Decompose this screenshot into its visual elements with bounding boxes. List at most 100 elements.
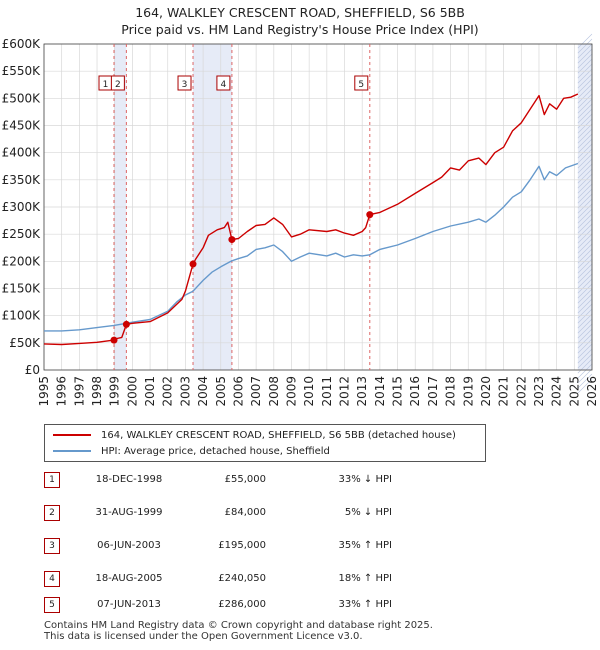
- sale-row: 3 06-JUN-2003 £195,000 35% ↑ HPI: [44, 538, 564, 556]
- plot-frame: [43, 43, 593, 371]
- property-price-line: [43, 93, 579, 346]
- future-hatch-line: [577, 223, 593, 239]
- future-hatch-line: [577, 78, 593, 94]
- x-tick-label: 1997: [72, 376, 86, 407]
- future-hatch-line: [577, 153, 593, 169]
- hpi-line: [44, 162, 579, 332]
- x-tick-label: 2009: [284, 376, 298, 407]
- x-tick-label: 2003: [178, 376, 192, 407]
- sale-price: £55,000: [224, 474, 266, 485]
- y-tick-label: £100K: [2, 309, 42, 323]
- future-hatch-line: [577, 198, 593, 214]
- future-hatch-line: [577, 353, 593, 369]
- sale-hpi-diff: 35% ↑ HPI: [338, 540, 392, 551]
- x-tick-label: 2026: [585, 376, 599, 407]
- future-hatch-line: [577, 313, 593, 329]
- x-tick-label: 2008: [267, 376, 281, 407]
- sale-number-box: [110, 75, 125, 91]
- future-hatch-line: [577, 103, 593, 119]
- sale-point: [122, 320, 130, 328]
- future-hatch-line: [577, 263, 593, 279]
- y-tick-label: £450K: [2, 119, 42, 133]
- sale-number-badge: 4: [44, 571, 60, 587]
- future-hatch-line: [577, 228, 593, 244]
- sale-price: £286,000: [218, 599, 266, 610]
- y-tick-label: £550K: [2, 64, 42, 78]
- sale-number-badge: 3: [44, 538, 60, 554]
- future-hatch-line: [577, 248, 593, 264]
- x-tick-label: 2022: [514, 376, 528, 407]
- future-hatch-line: [577, 348, 593, 364]
- future-hatch-line: [577, 363, 593, 379]
- sale-price: £195,000: [218, 540, 266, 551]
- x-tick-label: 2020: [479, 376, 493, 407]
- x-tick-label: 2021: [497, 376, 511, 407]
- sale-number-label: 3: [182, 80, 188, 90]
- future-hatch-line: [577, 158, 593, 174]
- x-tick-label: 2005: [214, 376, 228, 407]
- future-hatch-line: [577, 33, 593, 49]
- sale-number-label: 4: [221, 80, 227, 90]
- future-hatch-line: [577, 318, 593, 334]
- future-hatch-line: [577, 233, 593, 249]
- x-tick-label: 1996: [55, 376, 69, 407]
- future-hatch-line: [577, 128, 593, 144]
- future-hatch-line: [577, 183, 593, 199]
- sale-row: 5 07-JUN-2013 £286,000 33% ↑ HPI: [44, 597, 564, 615]
- x-tick-label: 1995: [37, 376, 51, 407]
- future-hatch-line: [577, 163, 593, 179]
- future-hatch-line: [577, 213, 593, 229]
- sale-number-box: [177, 75, 192, 91]
- future-hatch-line: [577, 53, 593, 69]
- sale-date: 31-AUG-1999: [95, 507, 163, 518]
- x-tick-label: 2004: [196, 376, 210, 407]
- price-chart: £0 £50K £100K £150K £200K £250K £300K £350K £400…: [2, 33, 599, 407]
- x-tick-label: 2024: [550, 376, 564, 407]
- legend-label-hpi: HPI: Average price, detached house, Shef…: [101, 445, 330, 457]
- x-tick-label: 1998: [90, 376, 104, 407]
- future-hatch-line: [577, 343, 593, 359]
- sale-number-badge: 1: [44, 472, 60, 488]
- attribution-line-2: This data is licensed under the Open Gov…: [44, 631, 363, 642]
- x-tick-label: 2013: [355, 376, 369, 407]
- sale-number-box: [354, 75, 369, 91]
- future-hatch-line: [577, 73, 593, 89]
- future-hatch-line: [577, 328, 593, 344]
- x-tick-label: 2019: [461, 376, 475, 407]
- chart-title: 164, WALKLEY CRESCENT ROAD, SHEFFIELD, S…: [135, 5, 465, 20]
- future-hatch-line: [577, 138, 593, 154]
- sale-row: 2 31-AUG-1999 £84,000 5% ↓ HPI: [44, 505, 564, 523]
- x-tick-label: 2011: [320, 376, 334, 407]
- future-hatch-line: [577, 178, 593, 194]
- future-hatch-line: [577, 108, 593, 124]
- future-hatch-line: [577, 373, 593, 389]
- future-hatch-line: [577, 378, 593, 394]
- future-hatch-line: [577, 293, 593, 309]
- x-tick-label: 2014: [373, 376, 387, 407]
- y-tick-label: £500K: [2, 91, 42, 105]
- y-tick-label: £400K: [2, 146, 42, 160]
- x-tick-label: 1999: [108, 376, 122, 407]
- future-hatch-line: [577, 123, 593, 139]
- legend-swatch-property: [53, 434, 91, 436]
- sale-row: 4 18-AUG-2005 £240,050 18% ↑ HPI: [44, 571, 564, 589]
- future-hatch-line: [577, 38, 593, 54]
- legend-item-property: 164, WALKLEY CRESCENT ROAD, SHEFFIELD, S…: [53, 427, 456, 443]
- x-tick-label: 2006: [231, 376, 245, 407]
- x-tick-label: 2015: [391, 376, 405, 407]
- future-hatch-line: [577, 173, 593, 189]
- y-tick-label: £200K: [2, 254, 42, 268]
- sale-price: £84,000: [224, 507, 266, 518]
- future-hatch-line: [577, 298, 593, 314]
- sale-number-label: 2: [115, 80, 121, 90]
- future-hatch-line: [577, 208, 593, 224]
- future-hatch-line: [577, 218, 593, 234]
- future-hatch-line: [577, 338, 593, 354]
- future-hatch-line: [577, 358, 593, 374]
- sale-point: [189, 260, 197, 268]
- legend-swatch-hpi: [53, 450, 91, 452]
- x-tick-label: 2000: [125, 376, 139, 407]
- future-hatch-line: [577, 278, 593, 294]
- y-tick-label: £150K: [2, 282, 42, 296]
- future-hatch-line: [577, 238, 593, 254]
